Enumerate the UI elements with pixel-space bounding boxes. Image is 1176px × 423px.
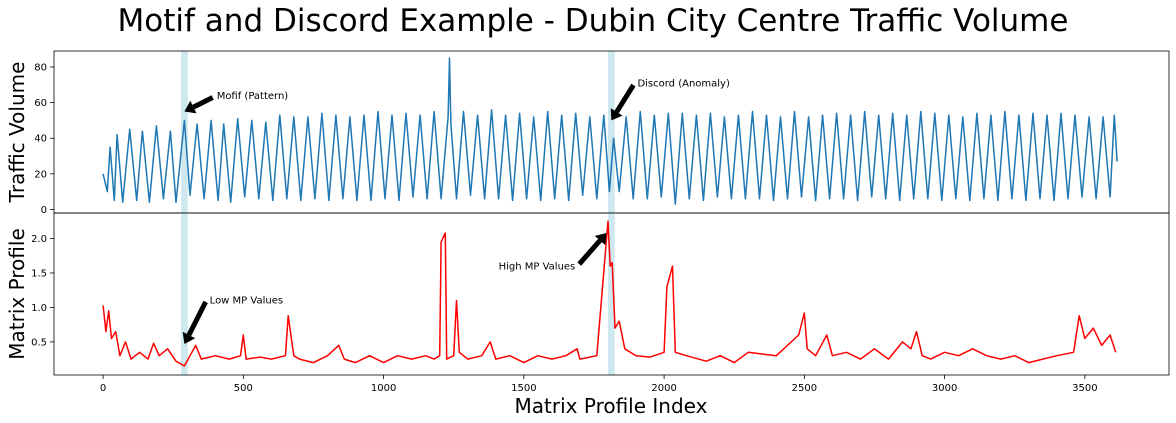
highlight-band-1 <box>181 51 188 213</box>
x-axis-label: Matrix Profile Index <box>515 394 708 418</box>
y-tick-label: 80 <box>34 63 47 74</box>
annotation-label: Discord (Anomaly) <box>637 79 730 90</box>
y-tick-label: 60 <box>34 98 47 109</box>
annotation-arrow <box>577 238 602 266</box>
series-line-1 <box>102 57 1118 205</box>
y-tick-label: 20 <box>34 169 47 180</box>
y-axis-label-2: Matrix Profile <box>5 228 29 360</box>
panel-1: 0 20 40 60 80 Traffic Volume Mofif (Pattern) Di… <box>5 50 1170 216</box>
y-axis-label-1: Traffic Volume <box>5 62 29 204</box>
annotation-arrow <box>186 300 208 337</box>
annotation-arrowhead <box>182 331 196 344</box>
annotation-label: Low MP Values <box>210 295 283 306</box>
chart-panels: 0 20 40 60 80 Traffic Volume Mofif (Pattern) Di… <box>5 50 1170 394</box>
highlight-band-2 <box>607 213 615 375</box>
x-tick-label: 3000 <box>932 383 957 394</box>
y-tick-label: 1.5 <box>31 268 47 279</box>
annotation-arrowhead <box>610 108 623 121</box>
series-line-2 <box>102 220 1117 367</box>
x-tick-label: 2000 <box>651 383 676 394</box>
y-tick-label: 2.0 <box>31 234 47 245</box>
y-tick-label: 0 <box>41 205 47 216</box>
x-tick-label: 1500 <box>511 383 536 394</box>
y-tick-label: 1.0 <box>31 303 47 314</box>
x-tick-label: 500 <box>234 383 253 394</box>
chart-title: Motif and Discord Example - Dubin City C… <box>118 3 1069 39</box>
annotation-arrowhead <box>594 232 607 246</box>
axes-frame-2 <box>53 212 1170 376</box>
y-tick-label: 40 <box>34 134 47 145</box>
annotation-arrowhead <box>184 100 197 114</box>
annotation-label: Mofif (Pattern) <box>217 91 289 102</box>
annotation-label: High MP Values <box>499 262 576 273</box>
x-tick-label: 0 <box>100 383 106 394</box>
x-tick-label: 2500 <box>792 383 817 394</box>
annotation-arrow <box>192 95 214 110</box>
highlight-band-2 <box>607 51 615 213</box>
annotation-arrow <box>614 83 636 114</box>
x-tick-label: 1000 <box>371 383 396 394</box>
highlight-band-1 <box>181 213 188 375</box>
y-tick-label: 0.5 <box>31 337 47 348</box>
x-tick-label: 3500 <box>1072 383 1097 394</box>
